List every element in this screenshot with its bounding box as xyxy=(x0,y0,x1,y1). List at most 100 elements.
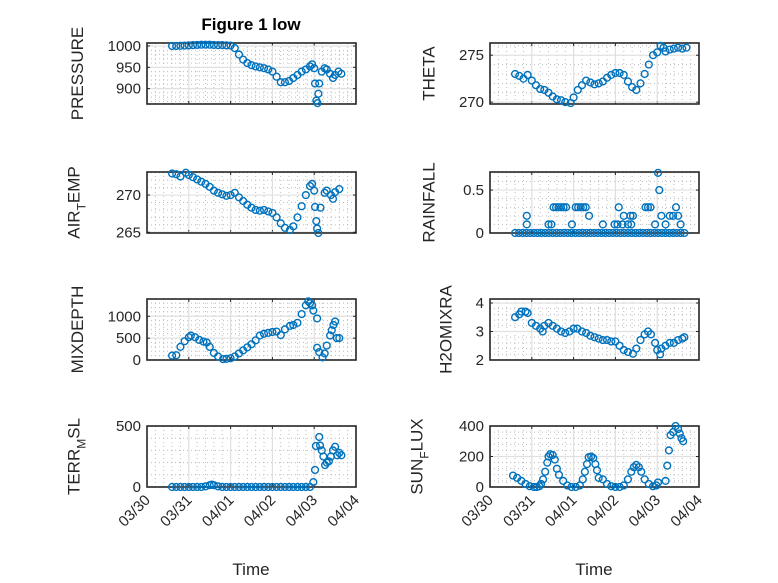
data-point xyxy=(548,450,557,460)
data-point xyxy=(331,442,340,451)
x-tick-label: 04/04 xyxy=(324,492,363,531)
data-point xyxy=(605,228,614,238)
data-point xyxy=(510,228,520,238)
data-point xyxy=(629,463,638,472)
data-point xyxy=(167,482,177,492)
data-point xyxy=(315,432,324,442)
data-point xyxy=(337,69,346,78)
y-tick-label: 3 xyxy=(476,323,484,340)
data-point xyxy=(623,475,633,484)
data-point xyxy=(195,335,204,344)
data-point xyxy=(243,58,252,68)
data-point xyxy=(230,482,239,492)
data-point xyxy=(664,446,674,455)
y-axis-label-rest: EMP xyxy=(65,166,84,203)
data-point xyxy=(657,211,666,220)
data-series xyxy=(510,41,691,108)
y-axis-label: SUNFLUX xyxy=(408,418,432,494)
data-point xyxy=(556,96,566,105)
data-point xyxy=(623,228,633,238)
data-point xyxy=(293,213,302,222)
y-axis-label-subscript: T xyxy=(75,202,89,210)
data-point xyxy=(184,170,193,180)
data-point xyxy=(234,50,244,59)
data-point xyxy=(209,186,218,195)
x-axis-label-right: Time xyxy=(575,560,612,579)
data-point xyxy=(626,211,635,220)
data-point xyxy=(335,185,344,194)
data-point xyxy=(251,205,260,215)
data-point xyxy=(255,206,264,215)
y-tick-label: 270 xyxy=(459,94,484,111)
y-axis-label-main: AIR xyxy=(65,210,84,238)
data-point xyxy=(559,203,568,212)
data-point xyxy=(559,476,568,486)
data-point xyxy=(518,228,527,238)
data-point xyxy=(569,324,578,333)
data-point xyxy=(230,44,239,53)
data-point xyxy=(327,326,336,335)
data-point xyxy=(586,331,595,340)
data-series xyxy=(510,307,689,359)
data-point xyxy=(561,203,571,212)
axes-box xyxy=(489,425,700,488)
data-point xyxy=(573,85,582,95)
y-tick-label: 200 xyxy=(459,449,484,466)
data-point xyxy=(313,99,322,108)
data-point xyxy=(209,481,218,490)
data-point xyxy=(255,63,264,72)
y-axis-label: MIXDEPTH xyxy=(68,286,87,374)
data-point xyxy=(335,448,344,457)
data-point xyxy=(243,482,252,492)
data-point xyxy=(590,80,599,89)
y-axis-label: H2OMIXRA xyxy=(437,284,456,373)
data-point xyxy=(627,228,636,238)
data-point xyxy=(586,78,595,87)
x-axis-label-left: Time xyxy=(232,560,269,579)
data-point xyxy=(318,353,327,362)
data-point xyxy=(643,203,653,212)
data-point xyxy=(188,41,198,50)
data-point xyxy=(619,70,628,80)
data-point xyxy=(587,452,596,461)
x-tick-label: 04/03 xyxy=(625,492,664,531)
y-axis-label-subscript: F xyxy=(418,451,432,458)
data-point xyxy=(332,334,341,343)
y-tick-label: 0 xyxy=(133,479,141,496)
x-tick-label: 04/02 xyxy=(241,492,280,531)
y-axis-label-main: SUN xyxy=(408,459,427,495)
data-point xyxy=(657,228,666,238)
data-point xyxy=(636,335,645,345)
data-point xyxy=(619,481,628,490)
data-point xyxy=(193,40,202,50)
data-point xyxy=(521,479,530,489)
data-point xyxy=(259,64,269,73)
x-tick-label: 04/01 xyxy=(542,492,581,531)
data-point xyxy=(607,337,616,346)
data-point xyxy=(653,228,663,238)
data-point xyxy=(680,228,689,238)
data-point xyxy=(592,466,602,475)
data-point xyxy=(309,306,318,315)
data-point xyxy=(634,463,643,472)
data-point xyxy=(578,475,587,484)
data-point xyxy=(529,228,538,238)
data-point xyxy=(638,228,648,238)
data-series xyxy=(167,40,346,108)
figure-title: Figure 1 low xyxy=(201,15,301,34)
y-axis-label: TERRMSL xyxy=(65,418,89,495)
data-point xyxy=(186,331,195,340)
data-point xyxy=(552,228,561,238)
data-point xyxy=(297,482,306,492)
data-point xyxy=(264,207,273,216)
subplot-pressure: 900 950 1000 PRESSURE xyxy=(68,27,357,120)
data-point xyxy=(653,48,662,57)
data-point xyxy=(620,228,629,238)
data-point xyxy=(313,314,322,323)
data-point xyxy=(613,220,622,229)
data-point xyxy=(209,40,218,50)
data-series xyxy=(510,168,689,238)
x-tick-label: 04/02 xyxy=(584,492,623,531)
data-point xyxy=(577,81,587,90)
data-point xyxy=(623,220,633,229)
